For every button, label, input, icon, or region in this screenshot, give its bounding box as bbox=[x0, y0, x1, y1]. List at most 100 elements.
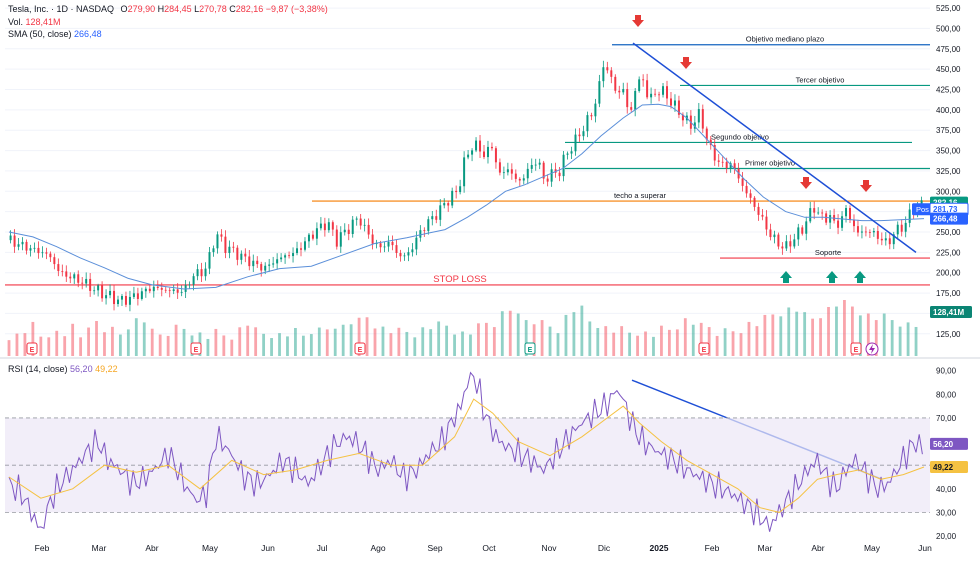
candle-body bbox=[475, 140, 478, 151]
candle-body bbox=[837, 220, 840, 228]
down-arrow-icon bbox=[800, 177, 812, 189]
candle-body bbox=[594, 103, 597, 117]
volume-bar bbox=[413, 337, 417, 356]
legend-volume: Vol. 128,41M bbox=[8, 17, 61, 27]
candle-body bbox=[399, 253, 402, 257]
volume-bar bbox=[882, 313, 886, 356]
volume-bar bbox=[484, 322, 488, 356]
volume-bar bbox=[699, 322, 703, 356]
candle-body bbox=[785, 241, 788, 249]
rsi-tick-label: 30,00 bbox=[936, 508, 957, 517]
candle-body bbox=[17, 244, 20, 247]
legend-rsi: RSI (14, close) 56,20 49,22 bbox=[8, 364, 118, 374]
volume-bar bbox=[866, 313, 870, 356]
candle-body bbox=[415, 237, 418, 250]
candle-body bbox=[904, 222, 907, 232]
candle-body bbox=[339, 232, 342, 247]
candle-body bbox=[884, 238, 887, 241]
volume-bar bbox=[707, 327, 711, 356]
earnings-icon bbox=[354, 342, 366, 355]
rsi-tick-label: 20,00 bbox=[936, 532, 957, 541]
volume-bar bbox=[31, 321, 35, 356]
candle-body bbox=[753, 197, 756, 207]
volume-bar bbox=[301, 335, 305, 356]
candle-body bbox=[666, 86, 669, 99]
volume-bar bbox=[405, 331, 409, 356]
down-arrow-icon bbox=[632, 15, 644, 27]
candle-body bbox=[216, 234, 219, 249]
candle-body bbox=[447, 203, 450, 206]
sma-value-tag: 266,48 bbox=[933, 215, 958, 224]
candle-body bbox=[284, 255, 287, 258]
candle-body bbox=[335, 229, 338, 247]
candle-body bbox=[411, 249, 414, 253]
volume-bar bbox=[667, 329, 671, 356]
legend-l-label: L bbox=[194, 4, 200, 14]
candle-body bbox=[773, 234, 776, 238]
volume-bar bbox=[636, 335, 639, 356]
candle-body bbox=[630, 107, 633, 110]
candle-body bbox=[427, 219, 430, 231]
volume-bar bbox=[429, 329, 433, 356]
candle-body bbox=[248, 256, 251, 267]
candle-body bbox=[77, 274, 80, 283]
price-tick-label: 425,00 bbox=[936, 86, 961, 95]
candle-body bbox=[204, 268, 207, 277]
candle-body bbox=[896, 224, 899, 235]
volume-bar bbox=[628, 332, 632, 356]
candle-body bbox=[232, 246, 235, 248]
x-tick-label: Nov bbox=[541, 543, 557, 553]
candle-body bbox=[172, 289, 175, 292]
volume-bar bbox=[341, 324, 345, 356]
volume-bar bbox=[906, 322, 910, 356]
volume-bar bbox=[644, 331, 647, 356]
x-tick-label: Oct bbox=[482, 543, 496, 553]
volume-bars bbox=[7, 300, 918, 356]
candle-body bbox=[797, 227, 800, 240]
candle-body bbox=[41, 252, 44, 254]
x-tick-label: Abr bbox=[145, 543, 158, 553]
level-label: Segundo objetivo bbox=[711, 132, 769, 141]
candle-body bbox=[606, 67, 609, 71]
candle-body bbox=[749, 193, 752, 198]
candle-body bbox=[821, 212, 824, 214]
legend-c-label: C bbox=[229, 4, 236, 14]
candle-body bbox=[494, 148, 497, 163]
candle-body bbox=[681, 114, 684, 121]
volume-bar bbox=[715, 335, 719, 356]
candle-body bbox=[331, 222, 334, 230]
candle-body bbox=[809, 208, 812, 222]
candle-body bbox=[117, 299, 120, 305]
volume-bar bbox=[492, 327, 496, 356]
candle-body bbox=[733, 163, 736, 169]
volume-bar bbox=[333, 328, 337, 356]
legend-change: −9,87 (−3,38%) bbox=[265, 4, 328, 14]
candle-body bbox=[856, 226, 859, 233]
volume-bar bbox=[381, 326, 385, 356]
candle-body bbox=[120, 295, 123, 300]
volume-bar bbox=[532, 324, 536, 356]
legend-rsi-ma-value: 49,22 bbox=[95, 364, 118, 374]
earnings-label: E bbox=[194, 347, 199, 354]
volume-bar bbox=[238, 327, 242, 356]
volume-bar bbox=[850, 306, 854, 356]
price-levels[interactable]: Objetivo mediano plazo Tercer objetivo Seg… bbox=[5, 35, 930, 286]
candle-body bbox=[323, 223, 326, 231]
earnings-label: E bbox=[30, 347, 35, 354]
axes: 525,00 500,00 475,00 450,00 425,00 400,00 375,… bbox=[35, 4, 972, 553]
candle-body bbox=[662, 86, 665, 95]
pos-tag-label: Pos bbox=[916, 205, 929, 214]
candle-body bbox=[73, 274, 76, 279]
candle-body bbox=[212, 248, 215, 253]
rsi-ma-tag: 49,22 bbox=[933, 463, 954, 472]
candle-body bbox=[89, 278, 92, 291]
price-tick-label: 500,00 bbox=[936, 24, 961, 33]
candle-body bbox=[892, 234, 895, 245]
candle-body bbox=[395, 245, 398, 254]
candle-body bbox=[872, 230, 875, 233]
volume-bar bbox=[827, 307, 830, 356]
candle-body bbox=[845, 208, 848, 217]
candle-body bbox=[479, 140, 482, 152]
